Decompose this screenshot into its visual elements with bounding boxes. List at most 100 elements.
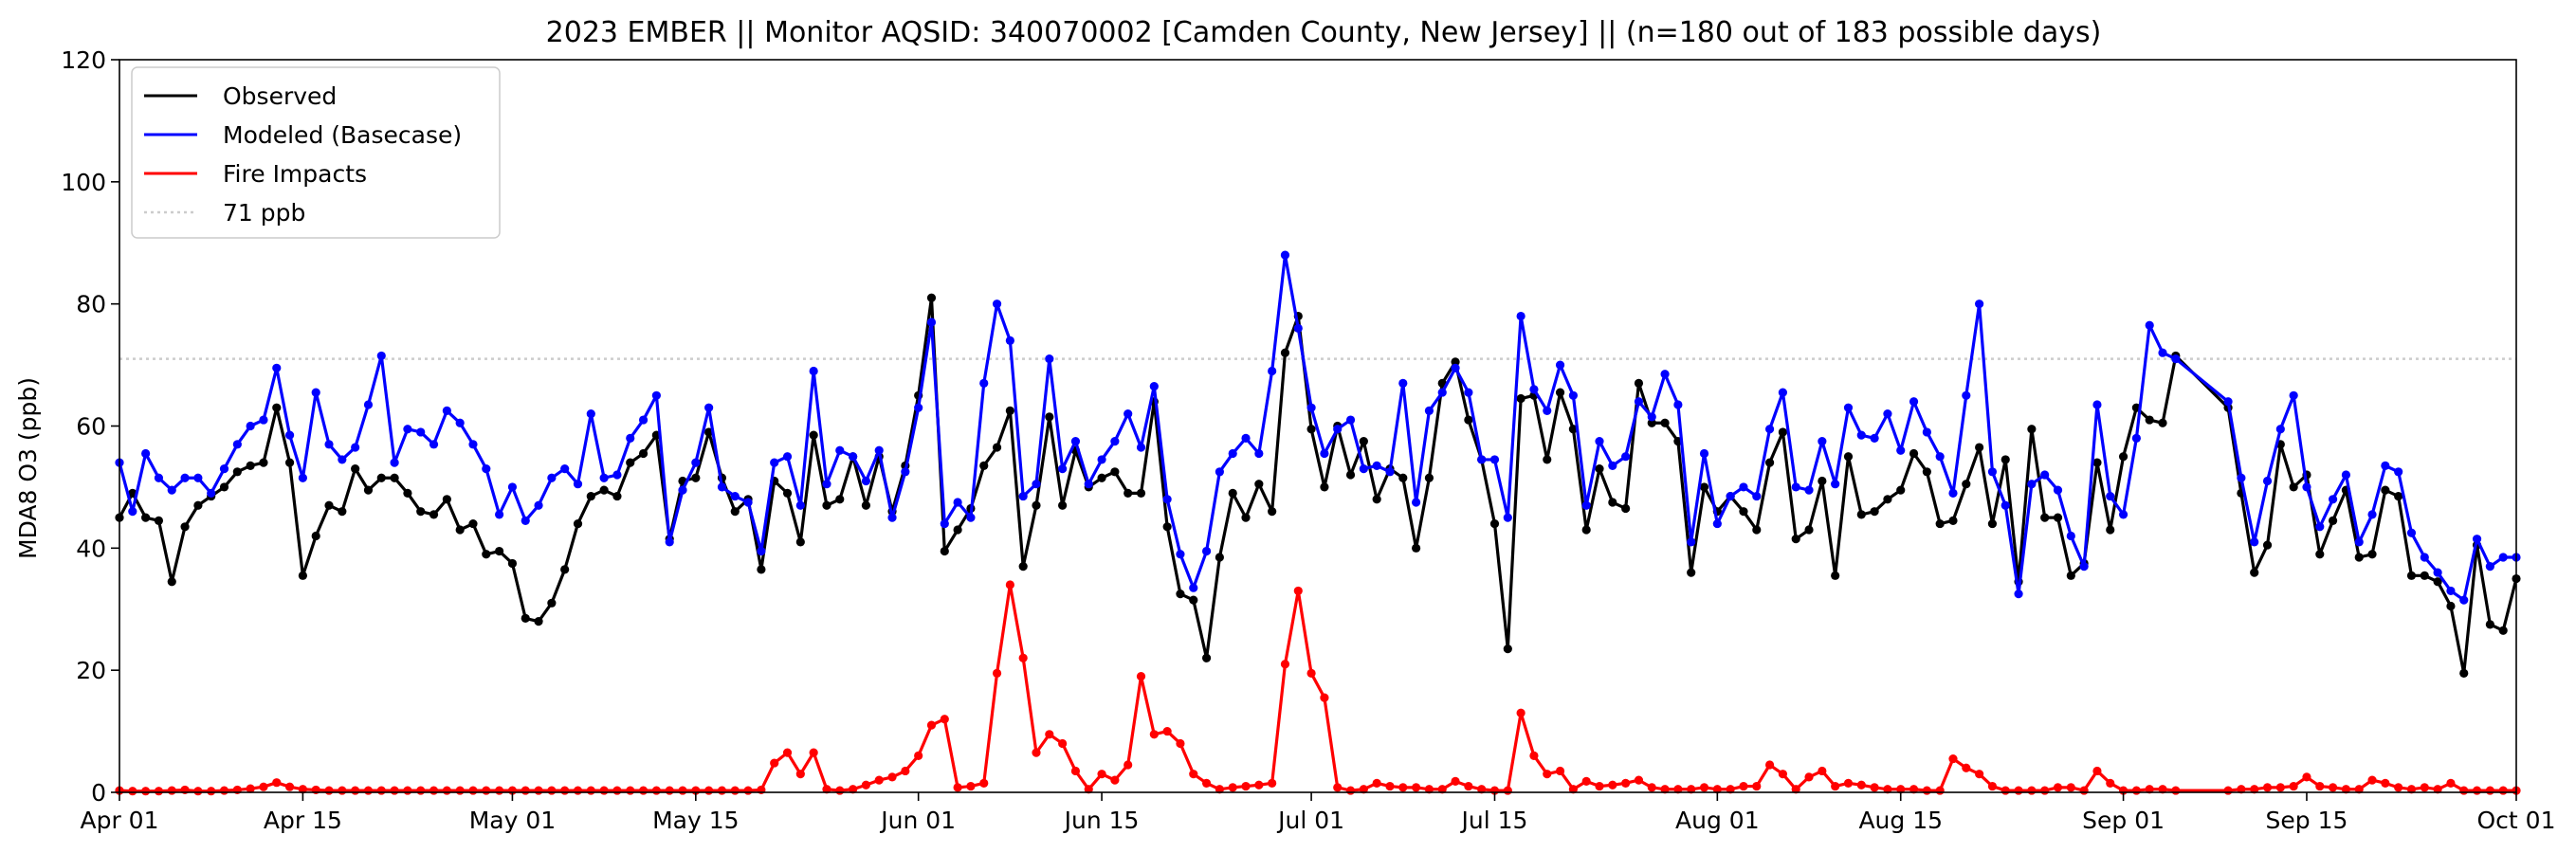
data-point-fire-impacts [2354, 785, 2364, 794]
data-point-observed [1647, 418, 1656, 427]
data-point-fire-impacts [1595, 781, 1604, 791]
data-point-fire-impacts [1124, 760, 1133, 770]
series-layer [115, 250, 2521, 796]
data-point-observed [1856, 510, 1866, 519]
data-point-modeled-basecase [1084, 480, 1093, 489]
data-point-modeled-basecase [1581, 500, 1591, 510]
data-point-observed [141, 513, 151, 522]
data-point-fire-impacts [1687, 785, 1696, 794]
data-point-modeled-basecase [2367, 510, 2377, 519]
data-point-fire-impacts [2262, 783, 2273, 792]
data-point-fire-impacts [1922, 786, 1931, 795]
data-point-observed [1818, 476, 1827, 486]
data-point-modeled-basecase [2498, 553, 2508, 562]
x-tick-label: Jun 15 [1063, 807, 1140, 834]
data-point-observed [1962, 480, 1971, 489]
data-point-fire-impacts [1752, 781, 1762, 791]
data-point-observed [1162, 522, 1172, 532]
data-point-modeled-basecase [1778, 388, 1787, 397]
data-point-modeled-basecase [849, 452, 858, 462]
data-point-observed [495, 546, 504, 556]
data-point-fire-impacts [1634, 775, 1644, 785]
data-point-modeled-basecase [2315, 522, 2325, 532]
data-point-modeled-basecase [1045, 354, 1054, 364]
data-point-fire-impacts [2472, 786, 2482, 795]
data-point-modeled-basecase [782, 452, 793, 462]
data-point-fire-impacts [849, 785, 858, 794]
data-point-observed [311, 531, 320, 541]
data-point-observed [1032, 500, 1041, 510]
data-point-observed [730, 507, 740, 517]
data-point-observed [403, 488, 412, 498]
data-point-modeled-basecase [1764, 425, 1775, 434]
data-point-observed [1189, 595, 1198, 605]
data-point-modeled-basecase [1647, 412, 1656, 422]
data-point-modeled-basecase [573, 480, 583, 489]
data-point-observed [1398, 473, 1408, 482]
data-point-fire-impacts [1791, 785, 1800, 794]
data-point-modeled-basecase [940, 518, 949, 529]
data-point-fire-impacts [1110, 775, 1120, 785]
data-point-fire-impacts [193, 787, 203, 796]
data-point-observed [2498, 626, 2508, 635]
data-point-modeled-basecase [1489, 455, 1500, 464]
data-point-fire-impacts [704, 786, 714, 795]
data-point-modeled-basecase [1608, 461, 1617, 470]
x-axis: Apr 01 Apr 15 May 01 May 15 Jun 01 Jun 15 Jul … [80, 792, 2555, 834]
data-point-fire-impacts [1228, 783, 1237, 792]
data-point-modeled-basecase [626, 433, 635, 443]
data-point-fire-impacts [2250, 785, 2259, 794]
data-point-modeled-basecase [901, 467, 910, 477]
data-point-modeled-basecase [1215, 467, 1224, 477]
data-point-observed [1241, 513, 1251, 522]
x-tick-label: Aug 01 [1675, 807, 1760, 834]
data-point-modeled-basecase [1136, 443, 1146, 452]
data-point-fire-impacts [1909, 785, 1919, 794]
data-point-fire-impacts [2367, 775, 2377, 785]
data-point-observed [953, 525, 962, 535]
data-point-modeled-basecase [560, 463, 570, 474]
data-point-observed [2315, 550, 2325, 559]
data-point-modeled-basecase [2237, 473, 2246, 482]
data-point-fire-impacts [940, 715, 949, 724]
data-point-observed [1464, 415, 1473, 425]
data-point-fire-impacts [1084, 785, 1093, 794]
data-point-modeled-basecase [2381, 461, 2390, 470]
data-point-observed [284, 458, 295, 467]
data-point-fire-impacts [246, 784, 255, 793]
data-point-fire-impacts [926, 720, 937, 730]
data-point-observed [1280, 348, 1290, 357]
data-point-fire-impacts [1935, 786, 1945, 795]
data-point-modeled-basecase [1176, 550, 1185, 559]
data-point-modeled-basecase [691, 458, 701, 467]
data-point-observed [455, 525, 465, 535]
data-point-fire-impacts [1333, 783, 1343, 792]
data-point-observed [376, 473, 386, 482]
data-point-modeled-basecase [232, 440, 242, 449]
data-point-observed [638, 448, 649, 459]
data-point-fire-impacts [219, 786, 229, 795]
data-point-modeled-basecase [1201, 546, 1212, 556]
data-point-fire-impacts [2040, 786, 2050, 795]
data-point-fire-impacts [809, 748, 818, 757]
data-point-fire-impacts [1896, 785, 1906, 794]
data-point-fire-impacts [1201, 778, 1212, 788]
data-point-modeled-basecase [1385, 467, 1395, 477]
data-point-observed [219, 482, 229, 492]
data-point-modeled-basecase [521, 516, 530, 525]
data-point-observed [468, 518, 478, 529]
data-point-modeled-basecase [1726, 491, 1735, 501]
data-point-modeled-basecase [1634, 397, 1644, 407]
data-point-fire-impacts [2433, 785, 2442, 794]
data-point-modeled-basecase [547, 473, 557, 482]
series-line-observed [118, 296, 2518, 675]
data-point-observed [1201, 653, 1212, 662]
data-point-observed [1831, 571, 1840, 580]
data-point-fire-impacts [1699, 783, 1709, 792]
data-point-fire-impacts [1543, 770, 1552, 779]
data-point-observed [560, 565, 570, 574]
x-tick-label: Apr 15 [264, 807, 342, 834]
data-point-modeled-basecase [966, 513, 976, 522]
data-point-modeled-basecase [704, 403, 714, 412]
data-point-fire-impacts [1162, 726, 1172, 736]
